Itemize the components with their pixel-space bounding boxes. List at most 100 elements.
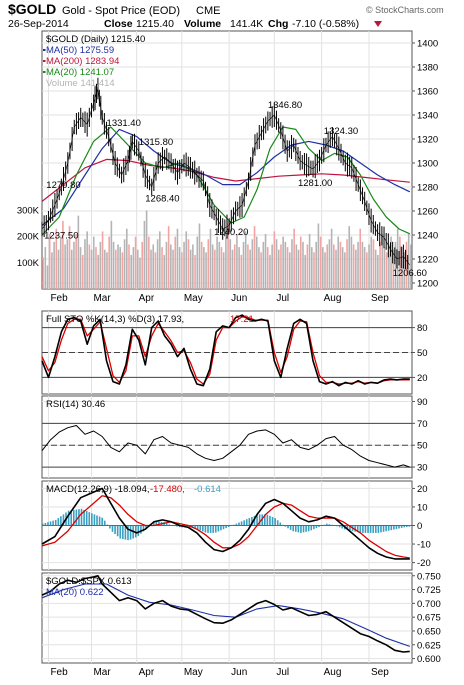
volume-bar — [286, 247, 289, 289]
down-arrow-icon — [374, 21, 382, 27]
volume-bar — [328, 239, 331, 289]
macd-hist-bar — [349, 525, 351, 531]
volume-bar — [350, 236, 353, 289]
macd-hist-bar — [134, 525, 137, 538]
volume-bar — [282, 236, 284, 289]
macd-hist-bar — [372, 525, 375, 533]
y-tick-label: 1340 — [417, 111, 438, 122]
macd-hist-bar — [93, 514, 96, 526]
macd-hist-bar — [362, 525, 364, 533]
ratio-panel: 0.600 0.625 0.650 0.675 0.700 0.725 0.750 $GOLD… — [41, 571, 441, 678]
macd-hist-bar — [47, 522, 49, 526]
macd-hist-bar — [155, 521, 158, 526]
x-tick-label: Jun — [231, 293, 247, 304]
volume-bar — [355, 249, 357, 289]
volume-bar — [249, 249, 251, 289]
macd-hist-bar — [256, 514, 258, 526]
y-tick-label: 20 — [417, 484, 428, 495]
volume-bar — [260, 252, 262, 289]
volume-bar — [139, 257, 141, 289]
x-tick-label: Aug — [324, 667, 342, 678]
volume-bar — [44, 247, 47, 289]
macd-hist-bar — [217, 525, 220, 532]
macd-hist-bar — [124, 525, 127, 540]
rsi-panel: 30 50 70 90 RSI(14) 30.46 — [41, 396, 428, 478]
y-tick-label: 0.675 — [417, 613, 441, 624]
panel-frame — [41, 572, 413, 664]
volume-bar — [75, 234, 77, 289]
x-tick-label: Jul — [276, 667, 289, 678]
volume-bar — [114, 249, 117, 289]
volume-bar — [194, 254, 196, 289]
macd-hist-bar — [75, 509, 78, 526]
volume-bar — [255, 236, 258, 289]
watermark: © StockCharts.com — [366, 5, 444, 15]
macd-hist-bar — [274, 518, 276, 526]
macd-hist-bar — [245, 519, 248, 526]
volume-bar — [121, 252, 124, 289]
volume-bar — [178, 247, 181, 289]
x-tick-label: Jun — [231, 667, 247, 678]
price-annotation: 1237.50 — [44, 231, 78, 242]
macd-signal-line — [41, 495, 410, 559]
price-panel: 1200 1220 1240 1260 1280 1300 1320 1340 1360 1380… — [17, 31, 438, 304]
macd-hist-bar — [80, 508, 83, 526]
volume-bar — [143, 220, 146, 289]
volume-label: Volume — [184, 18, 221, 30]
volume-bar — [258, 247, 260, 289]
volume-bar — [381, 234, 384, 289]
macd-hist-bar — [194, 525, 196, 529]
macd-hist-bar — [276, 520, 279, 526]
y-tick-label: 50 — [417, 441, 428, 452]
legend-entry: MACD(12,26,9) -18.094, — [46, 484, 150, 495]
panel-frame — [41, 395, 413, 479]
y-tick-label: 10 — [417, 502, 428, 513]
macd-hist-bar — [116, 525, 119, 537]
macd-hist-bar — [57, 518, 60, 526]
volume-bar — [46, 265, 49, 289]
volume-bar — [251, 239, 254, 289]
volume-bar — [225, 236, 227, 289]
volume-bar — [370, 236, 373, 289]
macd-hist-bar — [168, 524, 171, 526]
volume-bar — [264, 234, 267, 289]
volume-bar — [174, 236, 177, 289]
volume-bar — [128, 244, 130, 289]
price-annotation: 1331.40 — [107, 118, 141, 129]
volume-bar — [326, 244, 329, 289]
macd-hist-bar — [91, 513, 93, 526]
y-tick-label: 1280 — [417, 183, 438, 194]
volume-bar — [348, 226, 351, 289]
rsi-line — [41, 425, 410, 468]
macd-hist-bar — [153, 522, 155, 526]
macd-hist-bar — [96, 515, 98, 526]
macd-hist-bar — [214, 525, 217, 533]
volume-bar — [293, 228, 295, 289]
volume-bar — [203, 247, 205, 289]
volume-bar — [306, 244, 309, 289]
macd-hist-bar — [129, 525, 132, 540]
volume-bar — [275, 239, 278, 289]
x-tick-label: Sep — [371, 667, 389, 678]
y-tick-label: 20 — [417, 373, 428, 384]
macd-hist-bar — [240, 521, 243, 526]
y-tick-label: 0.650 — [417, 626, 441, 637]
chart-header: $GOLD Gold - Spot Price (EOD) CME 26-Sep… — [8, 1, 444, 30]
price-annotation: 1240.20 — [214, 227, 248, 238]
volume-bar — [352, 244, 355, 289]
volume-bar — [152, 244, 155, 289]
volume-bar — [176, 228, 179, 289]
y-tick-label: 1320 — [417, 135, 438, 146]
volume-bar — [95, 247, 97, 289]
y-tick-label: 90 — [417, 397, 428, 408]
legend-entry: $GOLD:$SPX 0.613 — [46, 576, 132, 587]
y-tick-label: 0.625 — [417, 640, 441, 651]
volume-bar — [310, 247, 313, 289]
macd-hist-bar — [328, 524, 331, 526]
volume-bar — [291, 239, 293, 289]
volume-bar — [53, 241, 55, 289]
volume-bar — [77, 215, 80, 289]
volume-bar — [97, 254, 99, 289]
volume-bar — [165, 241, 168, 289]
legend-entry: -0.614 — [194, 484, 221, 495]
